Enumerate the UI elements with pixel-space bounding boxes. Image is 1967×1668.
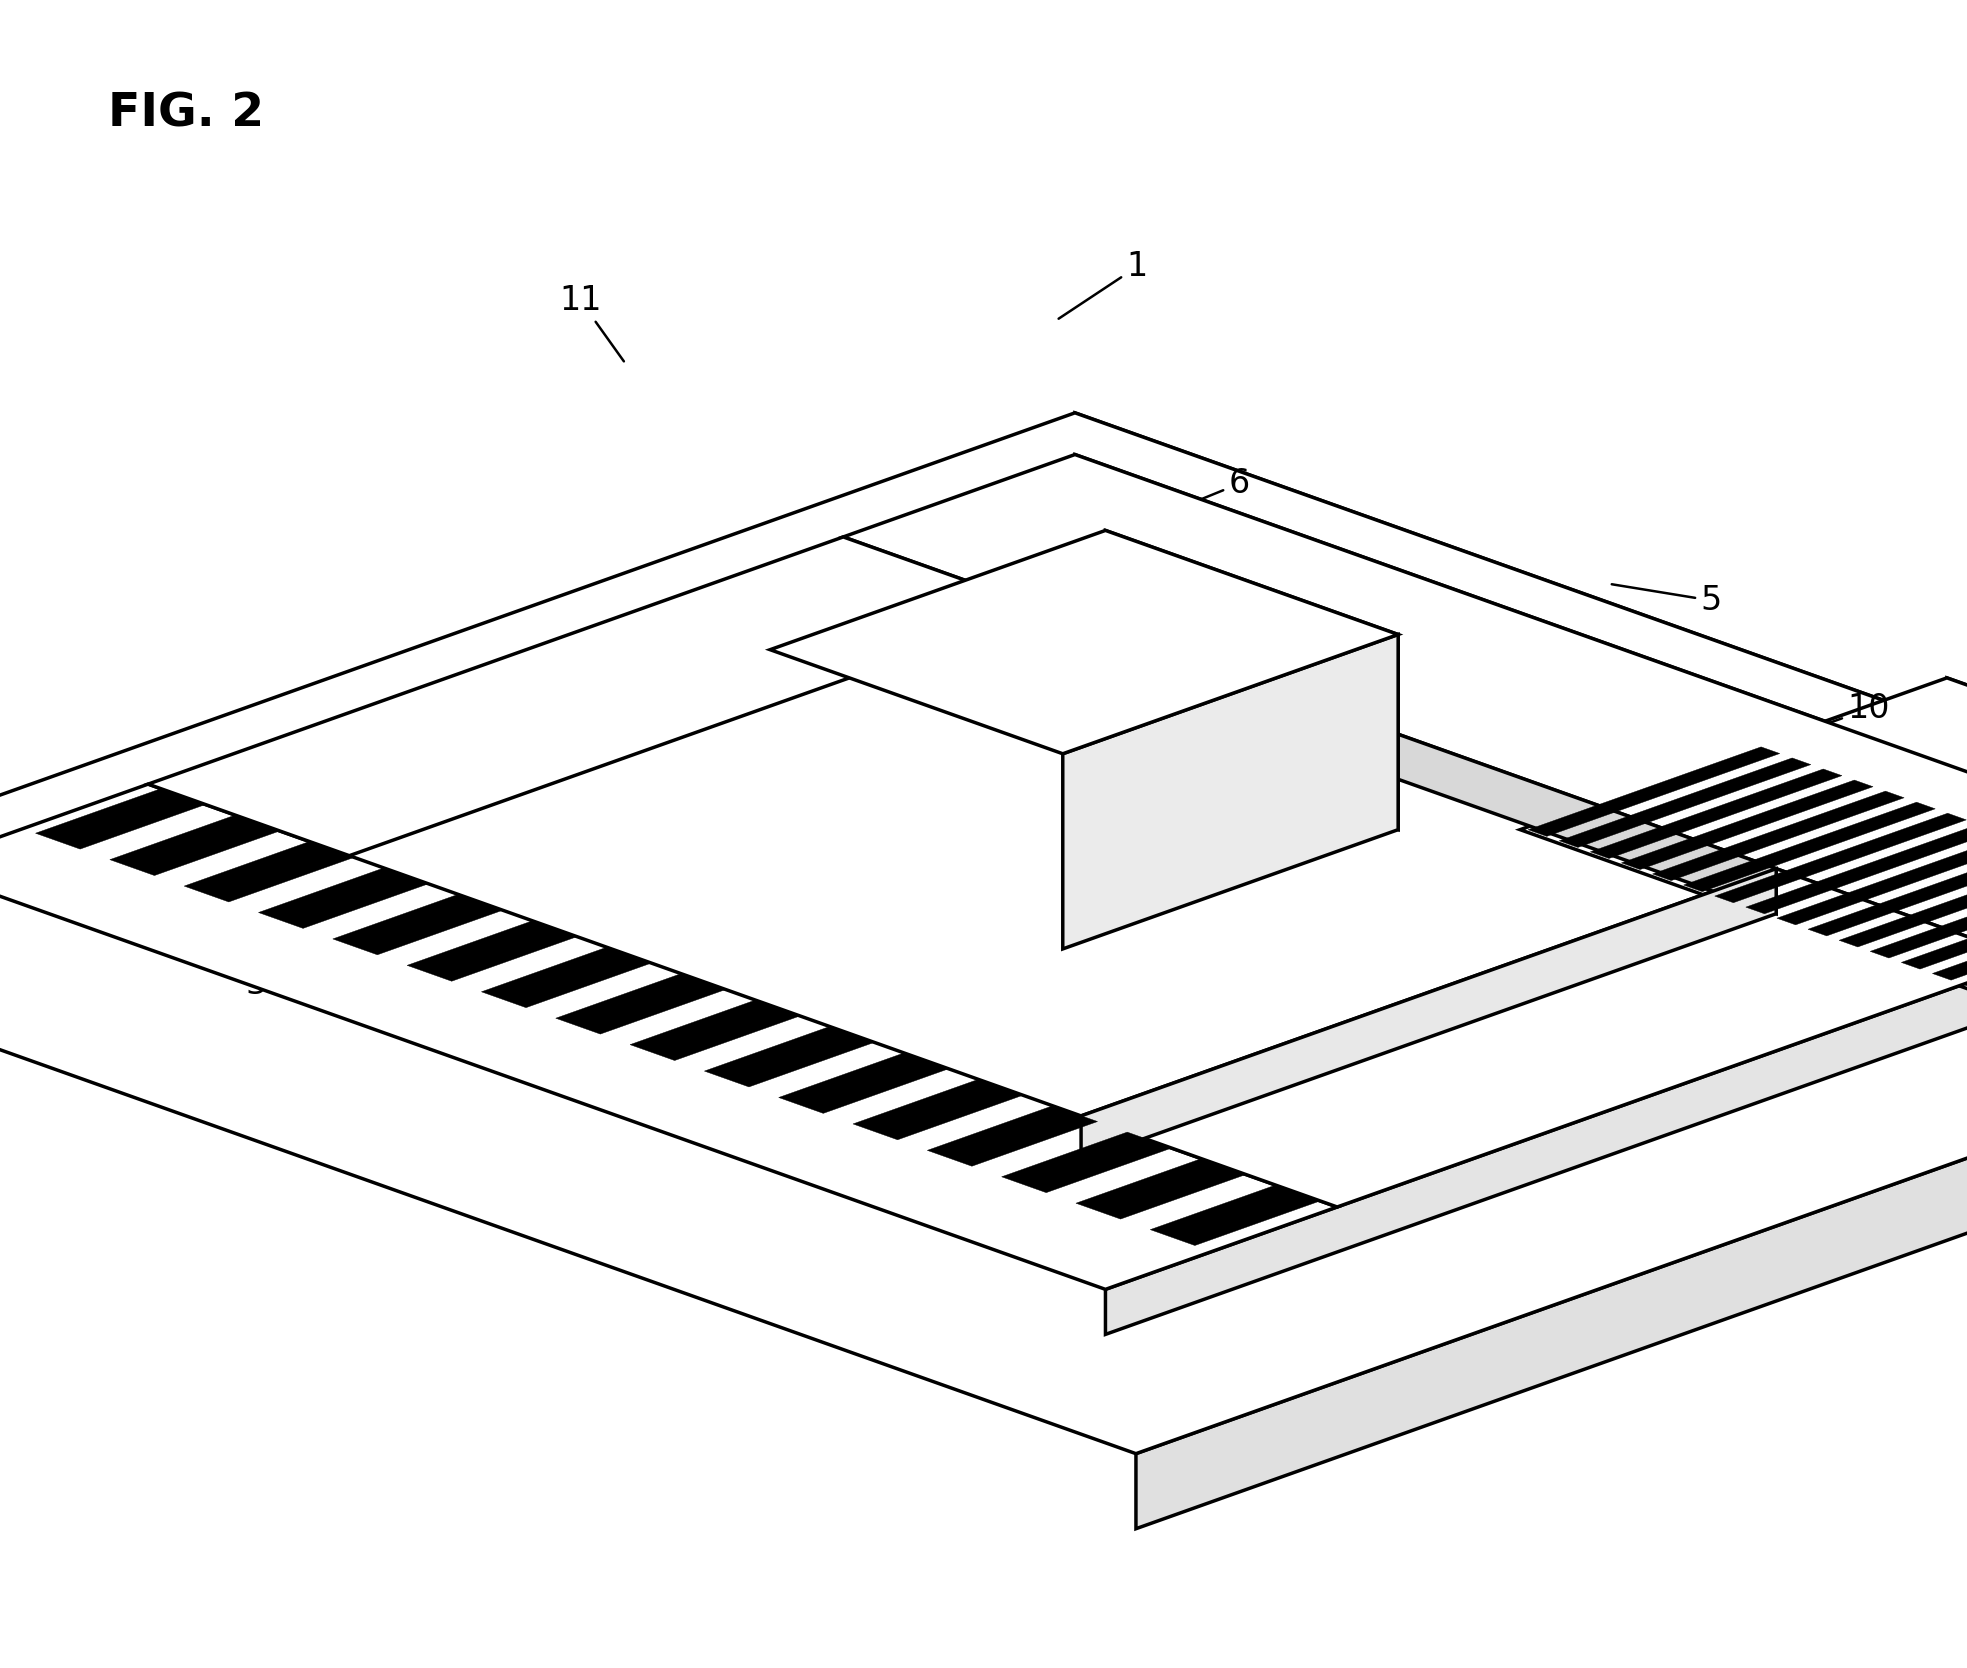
Polygon shape: [557, 974, 726, 1034]
Polygon shape: [779, 1053, 948, 1113]
Polygon shape: [771, 530, 1399, 754]
Polygon shape: [332, 894, 504, 954]
Polygon shape: [1074, 414, 1967, 1019]
Polygon shape: [1902, 879, 1967, 969]
Polygon shape: [1963, 902, 1967, 991]
Text: 6: 6: [1139, 467, 1249, 524]
Polygon shape: [1932, 891, 1967, 981]
Polygon shape: [1105, 877, 1967, 1334]
Polygon shape: [185, 841, 354, 902]
Polygon shape: [1082, 869, 1967, 1208]
Polygon shape: [1715, 814, 1967, 902]
Polygon shape: [1591, 769, 1841, 859]
Polygon shape: [1151, 1184, 1320, 1246]
Polygon shape: [258, 867, 429, 929]
Polygon shape: [1776, 836, 1967, 924]
Polygon shape: [1947, 677, 1967, 1019]
Polygon shape: [482, 947, 651, 1007]
Polygon shape: [1808, 846, 1967, 936]
Polygon shape: [629, 1001, 801, 1061]
Polygon shape: [1105, 530, 1399, 829]
Polygon shape: [1044, 609, 1776, 914]
Polygon shape: [1520, 677, 1967, 1051]
Polygon shape: [1062, 634, 1399, 949]
Polygon shape: [926, 1106, 1098, 1166]
Polygon shape: [1001, 1133, 1172, 1193]
Polygon shape: [1871, 869, 1967, 957]
Text: 3: 3: [246, 952, 336, 1001]
Polygon shape: [1684, 802, 1936, 892]
Polygon shape: [110, 816, 279, 876]
Polygon shape: [1076, 1159, 1247, 1219]
Text: 1: 1: [1058, 250, 1147, 319]
Polygon shape: [1528, 747, 1780, 836]
Polygon shape: [1074, 455, 1967, 922]
Polygon shape: [1135, 944, 1967, 1528]
Polygon shape: [704, 1026, 875, 1088]
Polygon shape: [148, 537, 1044, 856]
Text: FIG. 2: FIG. 2: [108, 92, 264, 137]
Polygon shape: [0, 414, 1967, 1453]
Polygon shape: [854, 1079, 1023, 1139]
Text: 5: 5: [1611, 584, 1721, 617]
Polygon shape: [0, 784, 1338, 1289]
Polygon shape: [1560, 757, 1812, 847]
Polygon shape: [1839, 857, 1967, 947]
Polygon shape: [1082, 869, 1776, 1161]
Text: 11: 11: [559, 284, 624, 362]
Polygon shape: [1652, 791, 1904, 881]
Polygon shape: [1621, 781, 1873, 869]
Polygon shape: [844, 455, 1967, 959]
Polygon shape: [407, 921, 578, 981]
Polygon shape: [35, 789, 207, 849]
Text: 10: 10: [1762, 692, 1890, 746]
Polygon shape: [1747, 824, 1967, 914]
